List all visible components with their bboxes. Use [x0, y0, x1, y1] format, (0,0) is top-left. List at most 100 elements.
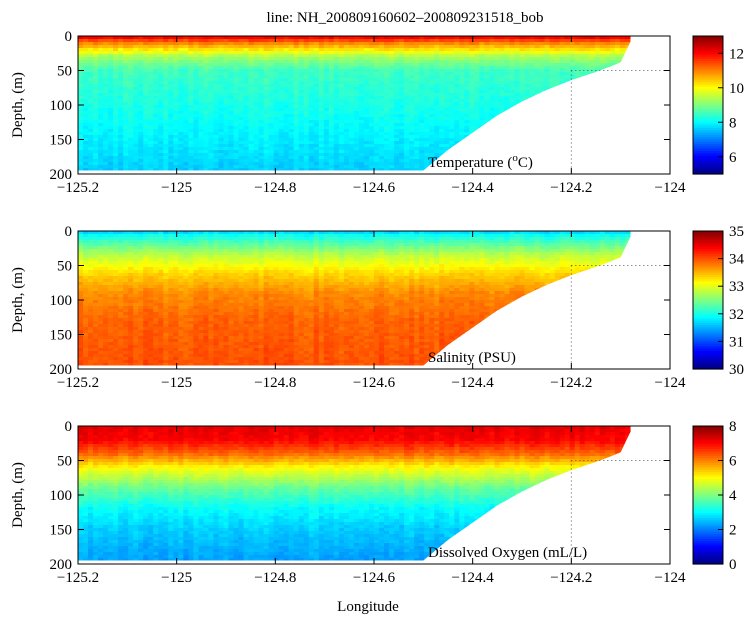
data-cell	[173, 126, 179, 130]
data-cell	[173, 90, 179, 94]
data-cell	[619, 72, 626, 76]
data-cell	[584, 60, 591, 64]
data-cell	[153, 75, 159, 79]
data-cell	[609, 69, 616, 73]
data-cell	[203, 129, 210, 133]
data-cell	[379, 147, 385, 151]
data-cell	[293, 114, 300, 118]
data-cell	[529, 63, 536, 67]
data-cell	[449, 102, 455, 106]
data-cell	[278, 132, 285, 136]
data-cell	[293, 90, 300, 94]
data-cell	[133, 60, 139, 64]
data-cell	[333, 102, 340, 106]
data-cell	[233, 153, 240, 157]
data-cell	[103, 93, 109, 97]
data-cell	[404, 135, 410, 139]
data-cell	[248, 153, 255, 157]
data-cell	[409, 156, 415, 160]
data-cell	[113, 81, 119, 85]
data-cell	[248, 132, 255, 136]
data-cell	[253, 93, 260, 97]
data-cell	[178, 69, 184, 73]
data-cell	[263, 123, 270, 127]
data-cell	[333, 81, 340, 85]
data-cell	[604, 144, 611, 148]
data-cell	[534, 102, 541, 106]
data-cell	[374, 135, 380, 139]
data-cell	[188, 111, 194, 115]
data-cell	[248, 60, 255, 64]
data-cell	[243, 51, 250, 55]
data-cell	[163, 63, 169, 67]
data-cell	[288, 165, 295, 169]
data-cell	[599, 60, 606, 64]
data-cell	[218, 96, 225, 100]
data-cell	[213, 84, 220, 88]
data-cell	[514, 108, 521, 112]
data-cell	[98, 117, 104, 121]
data-cell	[409, 150, 415, 154]
data-cell	[358, 99, 365, 103]
data-cell	[539, 120, 546, 124]
data-cell	[88, 138, 94, 142]
data-cell	[374, 144, 380, 148]
data-cell	[83, 120, 89, 124]
data-cell	[298, 42, 305, 46]
data-cell	[218, 168, 225, 171]
data-cell	[429, 153, 435, 157]
data-cell	[353, 126, 360, 130]
data-cell	[579, 102, 586, 106]
data-cell	[529, 144, 536, 148]
data-cell	[454, 72, 460, 76]
data-cell	[278, 75, 285, 79]
data-cell	[479, 72, 485, 76]
data-cell	[574, 90, 581, 94]
data-cell	[308, 66, 315, 70]
data-cell	[544, 60, 551, 64]
data-cell	[338, 48, 345, 52]
data-cell	[93, 156, 99, 160]
data-cell	[268, 153, 275, 157]
data-cell	[228, 60, 235, 64]
data-cell	[343, 114, 350, 118]
data-cell	[298, 90, 305, 94]
data-cell	[474, 147, 480, 151]
data-cell	[464, 132, 470, 136]
data-cell	[384, 78, 390, 82]
data-cell	[514, 66, 521, 70]
data-cell	[318, 51, 325, 55]
data-cell	[419, 60, 425, 64]
data-cell	[544, 45, 551, 49]
data-cell	[394, 150, 400, 154]
data-cell	[414, 63, 420, 67]
data-cell	[78, 153, 84, 157]
data-cell	[303, 108, 310, 112]
data-cell	[614, 63, 621, 67]
data-cell	[208, 48, 215, 52]
data-cell	[253, 45, 260, 49]
data-cell	[494, 57, 501, 61]
data-cell	[519, 117, 526, 121]
data-cell	[323, 42, 330, 46]
data-cell	[389, 117, 395, 121]
data-cell	[313, 165, 320, 169]
data-cell	[128, 99, 134, 103]
data-cell	[584, 81, 591, 85]
data-cell	[243, 75, 250, 79]
data-cell	[88, 48, 94, 52]
data-cell	[414, 153, 420, 157]
data-cell	[363, 81, 370, 85]
data-cell	[113, 168, 119, 171]
data-cell	[283, 87, 290, 91]
data-cell	[183, 42, 189, 46]
data-cell	[283, 48, 290, 52]
data-cell	[263, 159, 270, 163]
data-cell	[353, 99, 360, 103]
data-cell	[414, 87, 420, 91]
data-cell	[138, 66, 144, 70]
data-cell	[419, 111, 425, 115]
data-cell	[118, 93, 124, 97]
data-cell	[554, 90, 561, 94]
data-cell	[268, 138, 275, 142]
